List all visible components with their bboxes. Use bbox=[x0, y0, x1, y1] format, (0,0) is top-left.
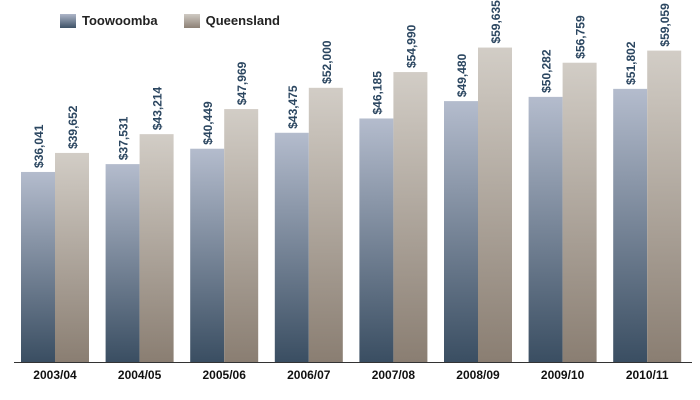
bar-toowoomba-2006-07 bbox=[274, 132, 309, 362]
data-label-queensland-2009-10: $56,759 bbox=[574, 15, 588, 59]
data-label-queensland-2006-07: $52,000 bbox=[320, 40, 334, 84]
bar-toowoomba-2005-06 bbox=[190, 148, 225, 362]
x-tick-label: 2003/04 bbox=[33, 368, 77, 382]
x-tick-label: 2009/10 bbox=[541, 368, 585, 382]
x-tick-label: 2008/09 bbox=[456, 368, 500, 382]
bar-toowoomba-2009-10 bbox=[528, 96, 563, 363]
data-label-toowoomba-2009-10: $50,282 bbox=[540, 49, 554, 93]
x-tick-label: 2005/06 bbox=[203, 368, 247, 382]
bar-toowoomba-2010-11 bbox=[613, 88, 648, 362]
x-tick-label: 2006/07 bbox=[287, 368, 331, 382]
bar-queensland-2008-09 bbox=[478, 47, 512, 362]
bar-queensland-2007-08 bbox=[393, 72, 428, 362]
x-tick-label: 2004/05 bbox=[118, 368, 162, 382]
bar-queensland-2006-07 bbox=[308, 87, 343, 363]
data-label-toowoomba-2008-09: $49,480 bbox=[455, 53, 469, 97]
data-label-queensland-2008-09: $59,635 bbox=[489, 0, 503, 44]
data-label-toowoomba-2005-06: $40,449 bbox=[201, 101, 215, 145]
legend-label-toowoomba: Toowoomba bbox=[82, 13, 158, 28]
data-label-queensland-2005-06: $47,969 bbox=[235, 61, 249, 105]
bar-queensland-2009-10 bbox=[562, 62, 597, 362]
legend-swatch-queensland bbox=[183, 13, 200, 28]
bar-toowoomba-2008-09 bbox=[444, 101, 478, 362]
bar-queensland-2010-11 bbox=[647, 50, 682, 363]
legend-swatch-toowoomba bbox=[60, 13, 76, 28]
bar-queensland-2003-04 bbox=[55, 152, 89, 362]
data-label-toowoomba-2010-11: $51,802 bbox=[624, 41, 638, 85]
bar-queensland-2005-06 bbox=[224, 109, 259, 363]
data-label-queensland-2004-05: $43,214 bbox=[151, 86, 165, 130]
data-label-toowoomba-2004-05: $37,531 bbox=[117, 116, 131, 160]
bar-toowoomba-2004-05 bbox=[105, 164, 140, 362]
legend-label-queensland: Queensland bbox=[205, 13, 281, 28]
legend-item-queensland: Queensland bbox=[183, 13, 281, 28]
x-tick-label: 2010/11 bbox=[626, 368, 669, 382]
data-label-toowoomba-2006-07: $43,475 bbox=[286, 85, 300, 129]
data-label-queensland-2007-08: $54,990 bbox=[404, 24, 418, 68]
data-label-toowoomba-2003-04: $36,041 bbox=[32, 124, 46, 168]
bar-toowoomba-2007-08 bbox=[359, 118, 394, 362]
data-label-queensland-2010-11: $59,059 bbox=[658, 3, 672, 47]
chart-legend: Toowoomba Queensland bbox=[60, 13, 280, 28]
legend-item-toowoomba: Toowoomba bbox=[60, 13, 158, 28]
data-label-queensland-2003-04: $39,652 bbox=[66, 105, 80, 149]
x-tick-label: 2007/08 bbox=[372, 368, 416, 382]
bar-queensland-2004-05 bbox=[139, 134, 174, 362]
data-label-toowoomba-2007-08: $46,185 bbox=[370, 71, 384, 115]
bar-toowoomba-2003-04 bbox=[21, 171, 55, 362]
